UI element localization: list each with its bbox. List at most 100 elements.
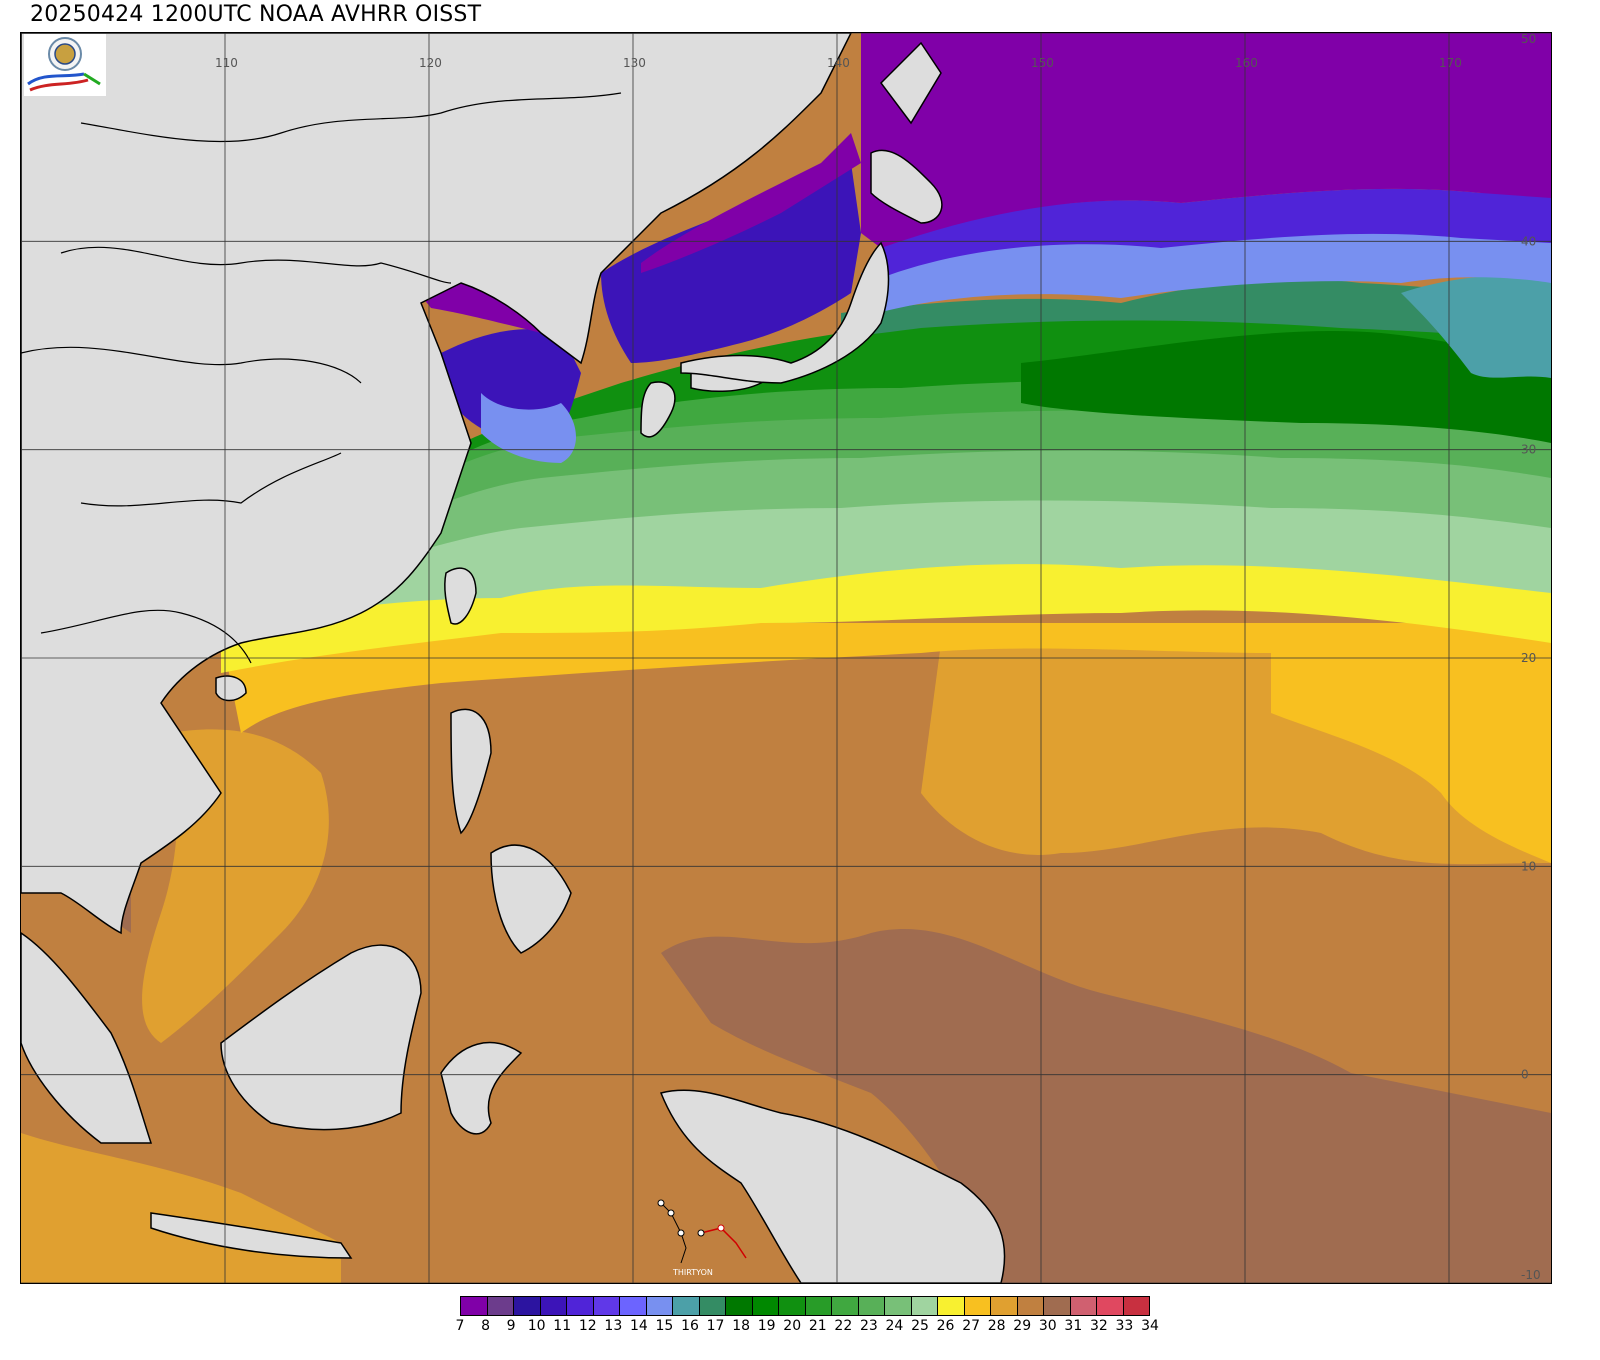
colorbar-tick-label: 23 xyxy=(859,1318,878,1334)
colorbar-tick-label: 13 xyxy=(604,1318,623,1334)
colorbar-swatch xyxy=(1017,1297,1044,1315)
sakhalin xyxy=(880,41,942,125)
colorbar-swatch xyxy=(1044,1297,1071,1315)
longitude-label: 110 xyxy=(215,56,238,70)
colorbar-tick-label: 8 xyxy=(481,1318,491,1334)
sulawesi xyxy=(440,1041,523,1135)
storm-label: THIRTYON xyxy=(672,1268,713,1277)
longitude-label: 170 xyxy=(1439,56,1462,70)
colorbar-swatch xyxy=(1070,1297,1097,1315)
colorbar-swatch xyxy=(805,1297,832,1315)
logo-emblem-icon xyxy=(27,37,101,92)
colorbar-swatch xyxy=(593,1297,620,1315)
asian-mainland xyxy=(21,33,852,935)
sst-map-canvas: 110 120 130 140 150 160 170 50 40 30 20 10 0 -10 THIR… xyxy=(21,33,1551,1283)
sst-band-14 xyxy=(861,228,1551,318)
colorbar-tick-label: 18 xyxy=(732,1318,751,1334)
colorbar-tick-label: 25 xyxy=(911,1318,929,1334)
colorbar-tick-label: 17 xyxy=(706,1318,725,1334)
storm-point xyxy=(717,1224,725,1232)
colorbar-swatch xyxy=(991,1297,1018,1315)
sst-band-14-east-china-sea xyxy=(481,393,576,463)
colorbar-tick-label: 14 xyxy=(629,1318,648,1334)
severe-storm-lab-logo xyxy=(24,34,106,96)
latitude-label: 10 xyxy=(1521,859,1536,873)
mindanao xyxy=(490,844,572,954)
latitude-label: 0 xyxy=(1521,1068,1529,1082)
colorbar-swatch xyxy=(964,1297,991,1315)
sst-band-10-sea-of-japan xyxy=(601,163,861,363)
sumatra xyxy=(21,932,153,1144)
colorbar-tick-label: 26 xyxy=(936,1318,955,1334)
colorbar-tick-label: 15 xyxy=(655,1318,674,1334)
longitude-label: 120 xyxy=(419,56,442,70)
storm-track-forecast-line xyxy=(700,1227,747,1259)
kyushu xyxy=(640,381,676,438)
colorbar-swatch xyxy=(938,1297,965,1315)
hokkaido xyxy=(870,149,943,224)
colorbar-swatch xyxy=(540,1297,567,1315)
colorbar-tick-label: 19 xyxy=(757,1318,776,1334)
colorbar-tick-label: 11 xyxy=(553,1318,572,1334)
java xyxy=(150,1212,353,1259)
longitude-label: 150 xyxy=(1031,56,1054,70)
colorbar-tick-label: 16 xyxy=(681,1318,699,1334)
colorbar-tick-label: 28 xyxy=(987,1318,1006,1334)
colorbar-tick-label: 10 xyxy=(527,1318,546,1334)
latitude-label: 40 xyxy=(1521,234,1536,248)
colorbar-tick-label: 9 xyxy=(506,1318,516,1334)
borneo xyxy=(220,944,422,1131)
longitude-label: 160 xyxy=(1235,56,1258,70)
colorbar-tick-label: 30 xyxy=(1038,1318,1057,1334)
sst-band-27-east xyxy=(1271,633,1551,863)
colorbar-tick-label: 31 xyxy=(1064,1318,1083,1334)
colorbar-tick-label: 22 xyxy=(834,1318,853,1334)
colorbar-swatch xyxy=(461,1297,488,1315)
sst-band-15-east xyxy=(1401,275,1551,378)
latitude-label: 30 xyxy=(1521,443,1536,457)
taiwan xyxy=(444,567,477,625)
sst-band-23 xyxy=(301,405,1551,568)
colorbar-swatch xyxy=(646,1297,673,1315)
colorbar-swatch xyxy=(779,1297,806,1315)
colorbar-swatch xyxy=(1123,1297,1149,1315)
temperature-colorbar xyxy=(460,1296,1150,1316)
colorbar-swatch xyxy=(1097,1297,1124,1315)
colorbar-swatch xyxy=(726,1297,753,1315)
colorbar-tick-label: 32 xyxy=(1089,1318,1108,1334)
colorbar-swatch xyxy=(567,1297,594,1315)
colorbar-swatch xyxy=(673,1297,700,1315)
colorbar-tick-labels: 7 8 9 10 11 12 13 14 15 16 17 18 19 20 21 22 23 24 25 26 27 2… xyxy=(456,1318,1159,1338)
lat-lon-grid xyxy=(21,33,1551,1283)
colorbar-swatch xyxy=(858,1297,885,1315)
colorbar-tick-label: 24 xyxy=(885,1318,904,1334)
storm-point xyxy=(677,1229,685,1237)
latitude-label: -10 xyxy=(1521,1268,1541,1282)
colorbar-swatch xyxy=(487,1297,514,1315)
hainan xyxy=(215,675,247,702)
sst-band-18 xyxy=(1021,330,1551,443)
sst-band-16 xyxy=(841,279,1551,343)
latitude-label: 20 xyxy=(1521,651,1536,665)
colorbar-swatch xyxy=(752,1297,779,1315)
colorbar-tick-label: 34 xyxy=(1141,1318,1159,1334)
storm-point xyxy=(697,1229,705,1237)
new-guinea xyxy=(659,1089,1006,1283)
sst-band-24 xyxy=(251,445,1551,598)
storm-point xyxy=(667,1209,675,1217)
colorbar-swatch xyxy=(620,1297,647,1315)
colorbar-tick-label: 29 xyxy=(1013,1318,1032,1334)
luzon xyxy=(450,708,492,835)
colorbar-tick-label: 21 xyxy=(808,1318,827,1334)
sst-band-27 xyxy=(221,618,1551,733)
colorbar-swatch xyxy=(832,1297,859,1315)
colorbar-tick-label: 7 xyxy=(455,1318,465,1334)
storm-point xyxy=(657,1199,665,1207)
colorbar-tick-label: 12 xyxy=(578,1318,597,1334)
colorbar-tick-label: 33 xyxy=(1115,1318,1134,1334)
longitude-label: 130 xyxy=(623,56,646,70)
sst-band-25 xyxy=(221,495,1551,628)
storm-track: THIRTYON xyxy=(657,1199,747,1277)
longitude-label: 140 xyxy=(827,56,850,70)
sst-map: 110 120 130 140 150 160 170 50 40 30 20 10 0 -10 THIR… xyxy=(20,32,1552,1284)
